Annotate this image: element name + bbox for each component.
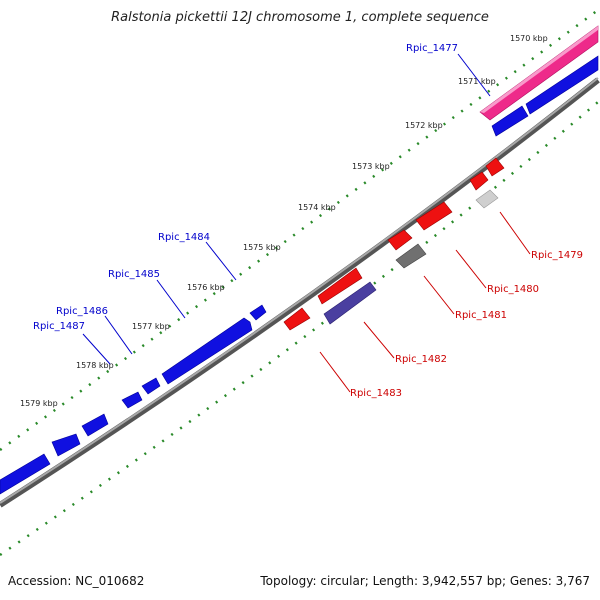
gene-rpic-1479 — [475, 189, 499, 209]
gene-forward — [249, 304, 267, 321]
gene-label: Rpic_1483 — [350, 388, 402, 399]
gene-forward — [51, 433, 81, 457]
reverse-genes — [283, 157, 505, 331]
kbp-labels: 1570 kbp 1571 kbp 1572 kbp 1573 kbp 1574… — [20, 34, 548, 408]
kbp-label: 1572 kbp — [405, 121, 443, 130]
gene-forward — [491, 105, 529, 137]
forward-genes — [0, 25, 599, 495]
gene-label: Rpic_1481 — [455, 310, 507, 321]
kbp-label: 1577 kbp — [132, 322, 170, 331]
gene-rpic-1484 — [161, 317, 253, 385]
accession-text: Accession: NC_010682 — [8, 574, 145, 588]
gene-rpic-1482 — [323, 281, 377, 325]
gene-rpic-1480 — [415, 201, 453, 231]
kbp-label: 1573 kbp — [352, 162, 390, 171]
tick-ring-inner — [0, 101, 599, 557]
gene-reverse — [317, 267, 363, 305]
reverse-gene-labels: Rpic_1479 Rpic_1480 Rpic_1481 Rpic_1482 … — [350, 250, 583, 399]
gene-forward — [525, 55, 599, 115]
gene-label: Rpic_1480 — [487, 284, 539, 295]
gene-rpic-1485 — [141, 377, 161, 395]
forward-leader-lines — [82, 53, 491, 365]
gene-rpic-1483 — [283, 307, 311, 331]
gene-rpic-1486 — [121, 391, 143, 409]
tick-ring-outer — [0, 8, 599, 452]
gene-reverse — [387, 229, 413, 251]
forward-gene-labels: Rpic_1477 Rpic_1484 Rpic_1485 Rpic_1486 … — [33, 43, 458, 332]
gene-label: Rpic_1479 — [531, 250, 583, 261]
gene-rpic-1481 — [395, 243, 427, 269]
chromosome-backbone — [0, 77, 600, 508]
gene-label: Rpic_1485 — [108, 269, 160, 280]
gene-reverse — [485, 157, 505, 177]
gene-rpic-1487 — [81, 413, 109, 437]
gene-forward — [0, 453, 51, 495]
gene-label: Rpic_1482 — [395, 354, 447, 365]
gene-label: Rpic_1487 — [33, 321, 85, 332]
kbp-label: 1575 kbp — [243, 243, 281, 252]
kbp-label: 1579 kbp — [20, 399, 58, 408]
genome-summary: Topology: circular; Length: 3,942,557 bp… — [260, 574, 590, 588]
gene-label: Rpic_1477 — [406, 43, 458, 54]
kbp-label: 1576 kbp — [187, 283, 225, 292]
kbp-label: 1571 kbp — [458, 77, 496, 86]
gene-label: Rpic_1486 — [56, 306, 108, 317]
map-title: Ralstonia pickettii 12J chromosome 1, co… — [111, 10, 489, 25]
gene-label: Rpic_1484 — [158, 232, 210, 243]
kbp-label: 1578 kbp — [76, 361, 114, 370]
gene-reverse — [469, 171, 489, 191]
kbp-label: 1570 kbp — [510, 34, 548, 43]
reverse-leader-lines — [319, 211, 531, 393]
kbp-label: 1574 kbp — [298, 203, 336, 212]
